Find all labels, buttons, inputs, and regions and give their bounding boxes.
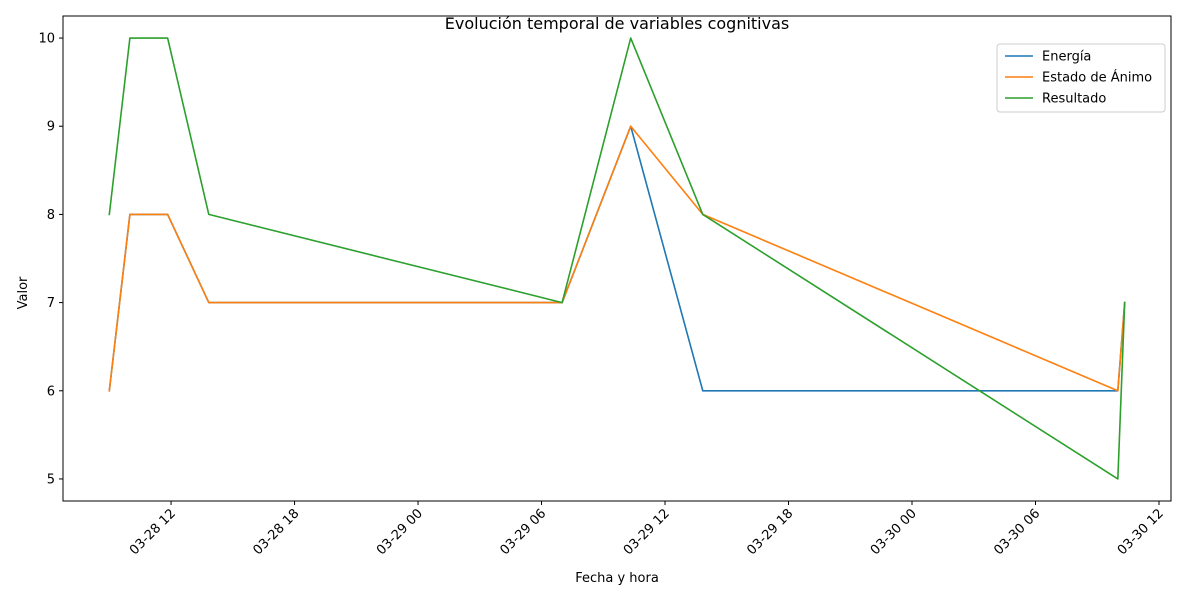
legend-label-2: Resultado: [1042, 92, 1106, 107]
x-axis-label: Fecha y hora: [575, 571, 659, 586]
series-line-2: [108, 37, 1126, 480]
x-tick-label: 03-29 12: [621, 506, 673, 558]
series-line-1: [108, 125, 1126, 392]
y-tick-label: 10: [38, 32, 55, 47]
y-tick-label: 7: [47, 296, 55, 311]
y-tick-label: 9: [47, 120, 55, 135]
legend-box: [996, 43, 1166, 113]
y-tick-label: 5: [47, 472, 55, 487]
series-line-0: [108, 125, 1126, 392]
legend-label-1: Estado de Ánimo: [1042, 70, 1152, 86]
axes-frame: [62, 15, 1172, 502]
x-tick-label: 03-28 18: [250, 506, 302, 558]
chart-title: Evolución temporal de variables cognitiv…: [445, 14, 789, 33]
x-tick-label: 03-29 18: [744, 506, 796, 558]
x-tick-label: 03-28 12: [127, 506, 179, 558]
legend: Energía Estado de Ánimo Resultado: [996, 43, 1166, 113]
x-tick-label: 03-30 00: [868, 506, 920, 558]
x-tick-label: 03-30 12: [1115, 506, 1167, 558]
legend-label-0: Energía: [1042, 50, 1091, 65]
y-tick-label: 6: [47, 384, 55, 399]
y-axis-label: Valor: [16, 276, 31, 309]
x-tick-label: 03-29 06: [497, 506, 549, 558]
x-tick-label: 03-29 00: [374, 506, 426, 558]
y-tick-label: 8: [47, 208, 55, 223]
x-tick-label: 03-30 06: [991, 506, 1043, 558]
